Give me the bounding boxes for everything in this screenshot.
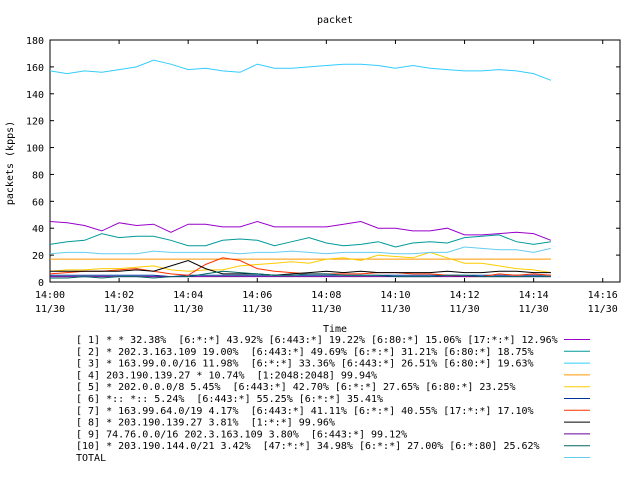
series-lines — [49, 59, 552, 279]
x-tick-date: 11/30 — [449, 304, 479, 315]
series-line-8 — [50, 259, 551, 276]
legend-label: TOTAL — [76, 453, 106, 464]
y-tick-label: 180 — [26, 36, 44, 47]
series-line-2 — [49, 233, 551, 248]
x-tick-date: 11/30 — [173, 304, 203, 315]
series-line-11 — [49, 246, 552, 255]
legend-label: [ 2] * 202.3.163.109 19.00% [6:443:*] 49… — [76, 347, 534, 358]
x-tick-date: 11/30 — [588, 304, 618, 315]
legend: [ 1] * * 32.38% [6:*:*] 43.92% [6:443:*]… — [76, 335, 590, 464]
legend-label: [ 3] * 163.99.0.0/16 11.98% [6:*:*] 33.3… — [76, 359, 534, 370]
y-tick-label: 120 — [26, 117, 44, 128]
y-tick-label: 160 — [26, 63, 44, 74]
x-tick-date: 11/30 — [242, 304, 272, 315]
y-tick-label: 60 — [32, 197, 44, 208]
series-line-3 — [49, 59, 552, 81]
x-tick-date: 11/30 — [311, 304, 341, 315]
legend-label: [ 8] * 203.190.139.27 3.81% [1:*:*] 99.9… — [76, 418, 335, 429]
legend-label: [ 9] 74.76.0.0/16 202.3.163.109 3.80% [6… — [76, 429, 407, 440]
x-tick-label: 14:02 — [104, 290, 134, 301]
y-tick-label: 0 — [38, 278, 44, 289]
x-tick-label: 14:16 — [588, 290, 618, 301]
y-tick-label: 80 — [32, 170, 44, 181]
legend-label: [ 5] * 202.0.0.0/8 5.45% [6:443:*] 42.70… — [76, 382, 516, 393]
x-tick-label: 14:12 — [449, 290, 479, 301]
y-tick-label: 20 — [32, 251, 44, 262]
x-tick-label: 14:06 — [242, 290, 272, 301]
x-tick-label: 14:00 — [35, 290, 65, 301]
series-line-5 — [49, 251, 551, 274]
chart-title: packet — [317, 15, 353, 26]
legend-label: [10] * 203.190.144.0/21 3.42% [47:*:*] 3… — [76, 441, 540, 452]
x-tick-date: 11/30 — [35, 304, 65, 315]
y-tick-label: 100 — [26, 144, 44, 155]
legend-label: [ 4] 203.190.139.27 * 10.74% [1:2048:204… — [76, 370, 377, 381]
x-tick-label: 14:08 — [311, 290, 341, 301]
x-tick-date: 11/30 — [104, 304, 134, 315]
x-tick-label: 14:04 — [173, 290, 203, 301]
axes: 0 20 40 60 80 100 120 140 160 180 14:00 11/30 14:02 1… — [26, 36, 620, 315]
legend-label: [ 7] * 163.99.64.0/19 4.17% [6:443:*] 41… — [76, 406, 534, 417]
x-tick-date: 11/30 — [519, 304, 549, 315]
series-line-1 — [49, 220, 552, 241]
series-line-7 — [49, 257, 551, 278]
legend-label: [ 1] * * 32.38% [6:*:*] 43.92% [6:443:*]… — [76, 335, 558, 346]
series-line-10 — [50, 270, 551, 279]
x-tick-label: 14:10 — [380, 290, 410, 301]
x-tick-label: 14:14 — [519, 290, 549, 301]
plot-frame — [49, 39, 621, 283]
x-tick-date: 11/30 — [380, 304, 410, 315]
legend-label: [ 6] *:: *:: 5.24% [6:443:*] 55.25% [6:*… — [76, 394, 383, 405]
x-axis-label: Time — [323, 324, 347, 335]
y-axis-label: packets (kpps) — [5, 121, 16, 205]
y-tick-label: 140 — [26, 90, 44, 101]
y-tick-label: 40 — [32, 224, 44, 235]
